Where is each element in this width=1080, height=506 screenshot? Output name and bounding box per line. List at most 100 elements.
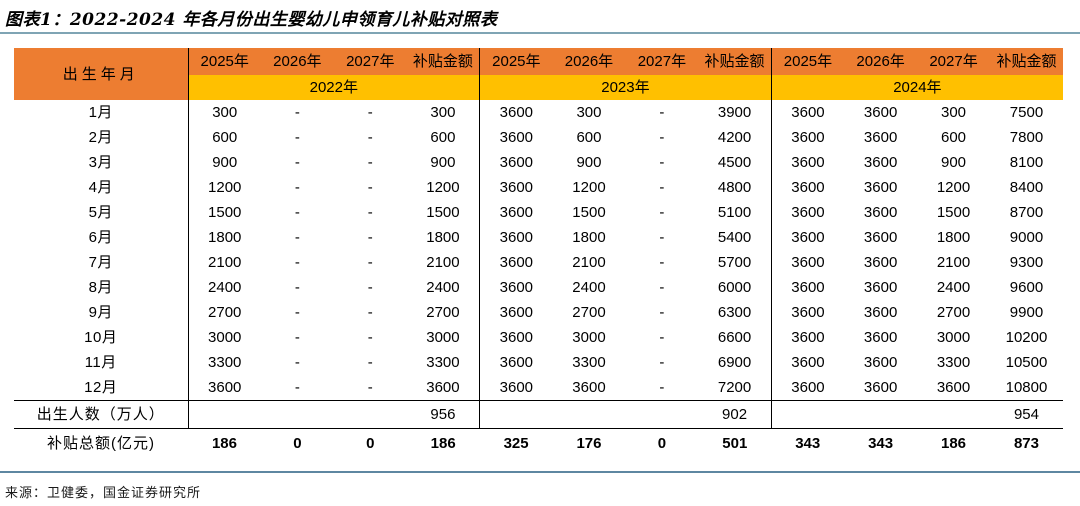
subsidy-value-cell: 2700	[406, 300, 481, 325]
subsidy-value-cell: -	[294, 379, 300, 396]
subsidy-value-cell: 10800	[1005, 379, 1048, 396]
subsidy-value-cell: 3000	[936, 329, 971, 346]
empty-cell	[479, 400, 553, 429]
subsidy-value-cell: 3600	[499, 154, 534, 171]
birth-year-header: 2023年	[479, 75, 772, 100]
subsidy-value-cell: 10200	[1005, 329, 1048, 346]
subsidy-value-cell: 2400	[208, 279, 242, 296]
subsidy-value-cell: -	[367, 279, 373, 296]
subsidy-value-cell: -	[294, 229, 300, 246]
subsidy-value-cell: 600	[576, 129, 602, 146]
births-row-label: 出生人数（万人）	[14, 400, 189, 429]
subsidy-value-cell: 3600	[791, 329, 825, 346]
subsidy-value-cell: 7500	[1009, 104, 1044, 121]
month-label: 5月	[14, 200, 189, 225]
subsidy-value-cell: 3600	[863, 379, 898, 396]
subsidy-value-cell: -	[659, 229, 665, 246]
subsidy-value-cell: -	[294, 154, 300, 171]
empty-cell	[844, 400, 918, 429]
page-title: 图表1：2022-2024 年各月份出生婴幼儿申领育儿补贴对照表	[5, 10, 498, 30]
subsidy-value-cell: 3000	[208, 329, 242, 346]
subsidy-value-cell: 1800	[406, 225, 481, 250]
subsidy-value-cell: 3600	[791, 179, 825, 196]
subsidy-table: 出生年月 2025年 2026年 2027年 补贴金额 2025年 2026年 2027年 补贴…	[14, 48, 1063, 458]
subsidy-value-cell: 1800	[936, 229, 971, 246]
subsidy-value-cell: -	[367, 254, 373, 271]
subsidy-value-cell: 3600	[499, 329, 534, 346]
total-value-cell: 0	[366, 435, 375, 452]
month-row: 2月 600 - - 600 3600 600 - 4200 3600 3600 600 7800	[14, 125, 1063, 150]
subsidy-value-cell: 3300	[208, 354, 242, 371]
subsidy-value-cell: 2700	[572, 304, 606, 321]
subsidy-value-cell: 3300	[572, 354, 606, 371]
subsidy-value-cell: 1800	[572, 229, 606, 246]
subsidy-value-cell: 900	[941, 154, 967, 171]
subsidy-value-cell: -	[294, 204, 300, 221]
footer-divider-rule	[0, 471, 1080, 473]
empty-cell	[260, 400, 334, 429]
subsidy-value-cell: 4200	[698, 125, 772, 150]
totals-row-label: 补贴总额(亿元)	[47, 435, 155, 452]
total-value-cell: 873	[1013, 435, 1039, 452]
total-value-cell: 343	[868, 435, 894, 452]
claim-year-header: 2025年	[188, 48, 261, 75]
month-label: 1月	[14, 100, 189, 125]
subsidy-value-cell: -	[659, 279, 665, 296]
subsidy-value-cell: 3600	[499, 254, 534, 271]
claim-year-header: 2027年	[625, 48, 699, 75]
subsidy-value-cell: 1500	[406, 200, 481, 225]
subsidy-value-cell: 2100	[936, 254, 971, 271]
month-label: 12月	[14, 375, 189, 401]
subsidy-value-cell: 1200	[208, 179, 242, 196]
subsidy-value-cell: 3600	[863, 154, 898, 171]
births-count-value: 954	[989, 400, 1063, 429]
claim-year-header: 2026年	[260, 48, 334, 75]
total-value-cell: 0	[657, 435, 667, 452]
subsidy-value-cell: -	[294, 304, 300, 321]
claim-year-header: 2027年	[917, 48, 990, 75]
total-value-cell: 0	[293, 435, 302, 452]
subsidy-value-cell: 9300	[1009, 254, 1044, 271]
subsidy-value-cell: 3600	[863, 129, 898, 146]
subsidy-value-cell: 3600	[863, 354, 898, 371]
table-body: 1月 300 - - 300 3600 300 - 3900 3600 3600 300 7500 2月 6…	[14, 100, 1063, 458]
subsidy-value-cell: 7800	[1009, 129, 1044, 146]
subsidy-value-cell: 6300	[698, 300, 772, 325]
subsidy-value-cell: 5700	[698, 250, 772, 275]
subsidy-value-cell: 3600	[499, 129, 534, 146]
subsidy-value-cell: 300	[576, 104, 602, 121]
subsidy-value-cell: 3600	[791, 129, 825, 146]
month-label: 6月	[14, 225, 189, 250]
subsidy-value-cell: 9600	[1009, 279, 1044, 296]
subsidy-value-cell: 600	[406, 125, 481, 150]
claim-year-header: 补贴金额	[406, 48, 481, 75]
subsidy-value-cell: 2100	[208, 254, 242, 271]
subsidy-value-cell: 3600	[863, 329, 898, 346]
subsidy-value-cell: 3600	[863, 104, 898, 121]
subsidy-value-cell: -	[367, 179, 373, 196]
subsidy-value-cell: -	[294, 179, 300, 196]
subsidy-value-cell: 3900	[698, 100, 772, 125]
subsidy-value-cell: 9900	[1009, 304, 1044, 321]
subsidy-value-cell: 3600	[863, 179, 898, 196]
month-row: 5月 1500 - - 1500 3600 1500 - 5100 3600 3600 1500 870…	[14, 200, 1063, 225]
month-label: 4月	[14, 175, 189, 200]
subsidy-value-cell: 3600	[499, 204, 534, 221]
subsidy-value-cell: -	[367, 329, 373, 346]
month-label: 7月	[14, 250, 189, 275]
subsidy-value-cell: 1500	[208, 204, 242, 221]
subsidy-value-cell: 3600	[208, 379, 242, 396]
subsidy-value-cell: 2400	[572, 279, 606, 296]
subsidy-value-cell: 3600	[863, 254, 898, 271]
subsidy-value-cell: 3600	[791, 254, 825, 271]
subsidy-value-cell: 3600	[499, 229, 534, 246]
subsidy-value-cell: 3300	[406, 350, 481, 375]
month-label: 9月	[14, 300, 189, 325]
births-count-value: 956	[406, 400, 481, 429]
subsidy-value-cell: -	[367, 154, 373, 171]
subsidy-value-cell: 6600	[698, 325, 772, 350]
subsidy-value-cell: 1500	[572, 204, 606, 221]
subsidy-value-cell: 3600	[499, 304, 534, 321]
subsidy-value-cell: 300	[941, 104, 967, 121]
